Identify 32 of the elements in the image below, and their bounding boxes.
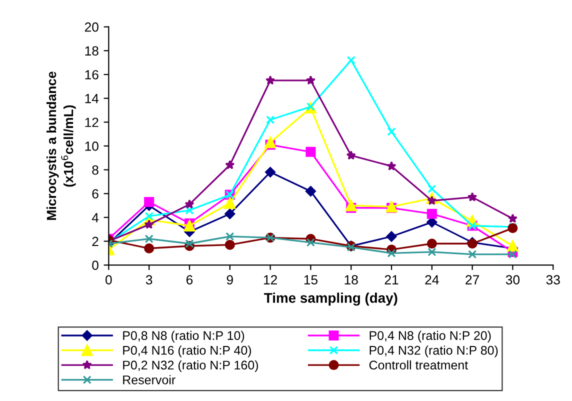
legend-label: Reservoir [123, 375, 176, 384]
y-tick-label: 20 [84, 22, 98, 32]
x-tick-label: 6 [186, 275, 193, 284]
x-tick-label: 27 [466, 275, 479, 284]
y-tick-label: 18 [85, 46, 98, 56]
x-tick-label: 24 [425, 275, 439, 284]
legend-label: P0,2 N32 (ratio N:P 160) [123, 360, 258, 372]
y-tick-label: 12 [85, 118, 98, 127]
x-tick-label: 12 [264, 275, 277, 284]
x-tick-label: 18 [344, 275, 358, 284]
x-tick-label: 33 [546, 275, 560, 284]
y-tick-label: 8 [92, 165, 98, 175]
x-tick-label: 21 [384, 275, 398, 284]
x-axis-title: Time sampling (day) [264, 292, 398, 306]
x-tick-label: 15 [304, 275, 318, 284]
legend-label: P0,4 N8 (ratio N:P 20) [370, 330, 491, 342]
y-tick-label: 4 [92, 213, 99, 222]
x-tick-label: 30 [506, 275, 520, 284]
x-tick-label: 3 [146, 275, 152, 284]
legend-label: Controll treatment [369, 360, 468, 370]
y-axis-title: Microcystis a bundance (x10$^{6}$cell/mL) [46, 72, 76, 220]
y-tick-label: 2 [92, 236, 98, 246]
y-tick-label: 16 [85, 70, 98, 80]
legend-label: P0,4 N16 (ratio N:P 40) [123, 346, 252, 358]
y-tick-label: 0 [92, 260, 98, 270]
legend-label: P0,4 N32 (ratio N:P 80) [370, 346, 498, 358]
y-tick-label: 10 [85, 142, 98, 151]
x-tick-label: 9 [226, 275, 233, 284]
legend-label: P0,8 N8 (ratio N:P 10) [123, 330, 244, 342]
x-tick-label: 0 [106, 275, 112, 284]
y-tick-label: 14 [85, 94, 99, 104]
y-tick-label: 6 [92, 189, 98, 199]
